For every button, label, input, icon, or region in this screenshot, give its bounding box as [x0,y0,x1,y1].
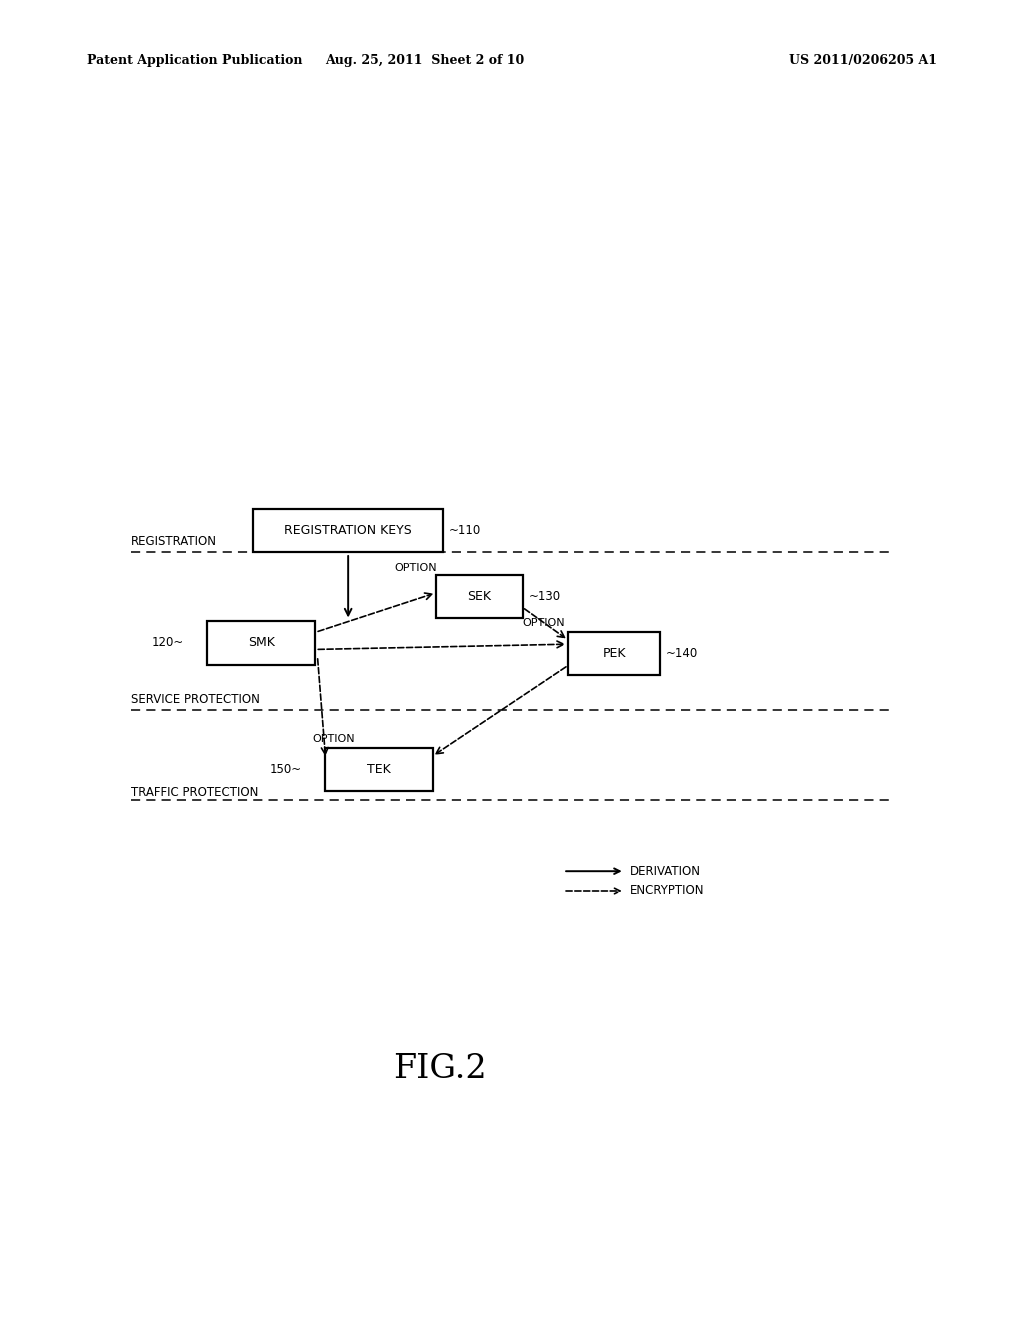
Text: 120~: 120~ [153,636,184,649]
Text: OPTION: OPTION [312,734,355,744]
Text: PEK: PEK [603,647,626,660]
FancyBboxPatch shape [326,747,432,792]
Text: TRAFFIC PROTECTION: TRAFFIC PROTECTION [131,785,258,799]
Text: TEK: TEK [367,763,391,776]
Text: 150~: 150~ [270,763,302,776]
Text: ENCRYPTION: ENCRYPTION [630,884,705,898]
Text: REGISTRATION: REGISTRATION [131,535,217,548]
FancyBboxPatch shape [254,508,442,552]
FancyBboxPatch shape [436,574,523,618]
Text: OPTION: OPTION [394,562,437,573]
Text: FIG.2: FIG.2 [393,1053,487,1085]
Text: REGISTRATION KEYS: REGISTRATION KEYS [285,524,412,537]
Text: SERVICE PROTECTION: SERVICE PROTECTION [131,693,260,706]
Text: SMK: SMK [248,636,274,649]
Text: ~140: ~140 [666,647,697,660]
FancyBboxPatch shape [568,632,660,676]
Text: ~110: ~110 [449,524,480,537]
Text: SEK: SEK [467,590,492,603]
Text: US 2011/0206205 A1: US 2011/0206205 A1 [788,54,937,67]
Text: ~130: ~130 [528,590,560,603]
FancyBboxPatch shape [207,622,315,665]
Text: DERIVATION: DERIVATION [630,865,700,878]
Text: Aug. 25, 2011  Sheet 2 of 10: Aug. 25, 2011 Sheet 2 of 10 [326,54,524,67]
Text: Patent Application Publication: Patent Application Publication [87,54,302,67]
Text: OPTION: OPTION [522,618,565,628]
